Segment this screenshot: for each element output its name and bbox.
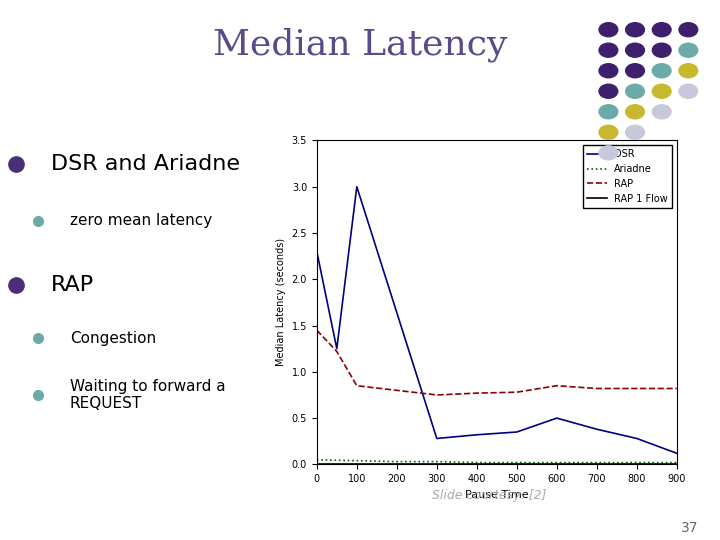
Ariadne: [312, 456, 321, 463]
RAP 1 Flow: [433, 461, 441, 468]
RAP: [513, 389, 521, 395]
RAP 1 Flow: [593, 461, 601, 468]
Text: Congestion: Congestion: [70, 330, 156, 346]
RAP 1 Flow: [513, 461, 521, 468]
Ariadne: [552, 460, 561, 466]
RAP 1 Flow: [353, 461, 361, 468]
Ariadne: [433, 458, 441, 465]
RAP: [433, 392, 441, 398]
DSR: [333, 346, 341, 352]
RAP 1 Flow: [672, 461, 681, 468]
Line: RAP: RAP: [317, 330, 677, 395]
Text: zero mean latency: zero mean latency: [70, 213, 212, 228]
Text: Slide courtesy: [2]: Slide courtesy: [2]: [432, 489, 547, 502]
Text: RAP: RAP: [50, 275, 94, 295]
RAP 1 Flow: [472, 461, 481, 468]
DSR: [472, 431, 481, 438]
X-axis label: Pause Time: Pause Time: [465, 490, 528, 500]
DSR: [353, 184, 361, 190]
RAP: [672, 385, 681, 392]
Ariadne: [632, 460, 641, 466]
Line: DSR: DSR: [317, 187, 677, 453]
RAP: [472, 390, 481, 396]
DSR: [552, 415, 561, 421]
RAP: [392, 387, 401, 394]
Line: Ariadne: Ariadne: [317, 460, 677, 463]
Ariadne: [513, 460, 521, 466]
RAP 1 Flow: [333, 461, 341, 468]
Ariadne: [353, 457, 361, 464]
Ariadne: [392, 458, 401, 465]
DSR: [632, 435, 641, 442]
Text: 37: 37: [681, 521, 698, 535]
Y-axis label: Median Latency (seconds): Median Latency (seconds): [276, 238, 286, 367]
Text: Median Latency: Median Latency: [213, 27, 507, 62]
DSR: [312, 248, 321, 255]
Ariadne: [593, 460, 601, 466]
DSR: [513, 429, 521, 435]
RAP: [312, 327, 321, 333]
RAP: [333, 348, 341, 355]
Ariadne: [672, 460, 681, 466]
RAP 1 Flow: [552, 461, 561, 468]
RAP: [632, 385, 641, 392]
RAP: [593, 385, 601, 392]
Text: Waiting to forward a
REQUEST: Waiting to forward a REQUEST: [70, 379, 225, 411]
DSR: [672, 450, 681, 456]
RAP: [552, 382, 561, 389]
RAP 1 Flow: [312, 461, 321, 468]
Ariadne: [472, 460, 481, 466]
DSR: [593, 426, 601, 433]
RAP 1 Flow: [632, 461, 641, 468]
RAP: [353, 382, 361, 389]
Text: DSR and Ariadne: DSR and Ariadne: [50, 154, 240, 174]
DSR: [433, 435, 441, 442]
RAP 1 Flow: [392, 461, 401, 468]
Legend: DSR, Ariadne, RAP, RAP 1 Flow: DSR, Ariadne, RAP, RAP 1 Flow: [583, 145, 672, 207]
